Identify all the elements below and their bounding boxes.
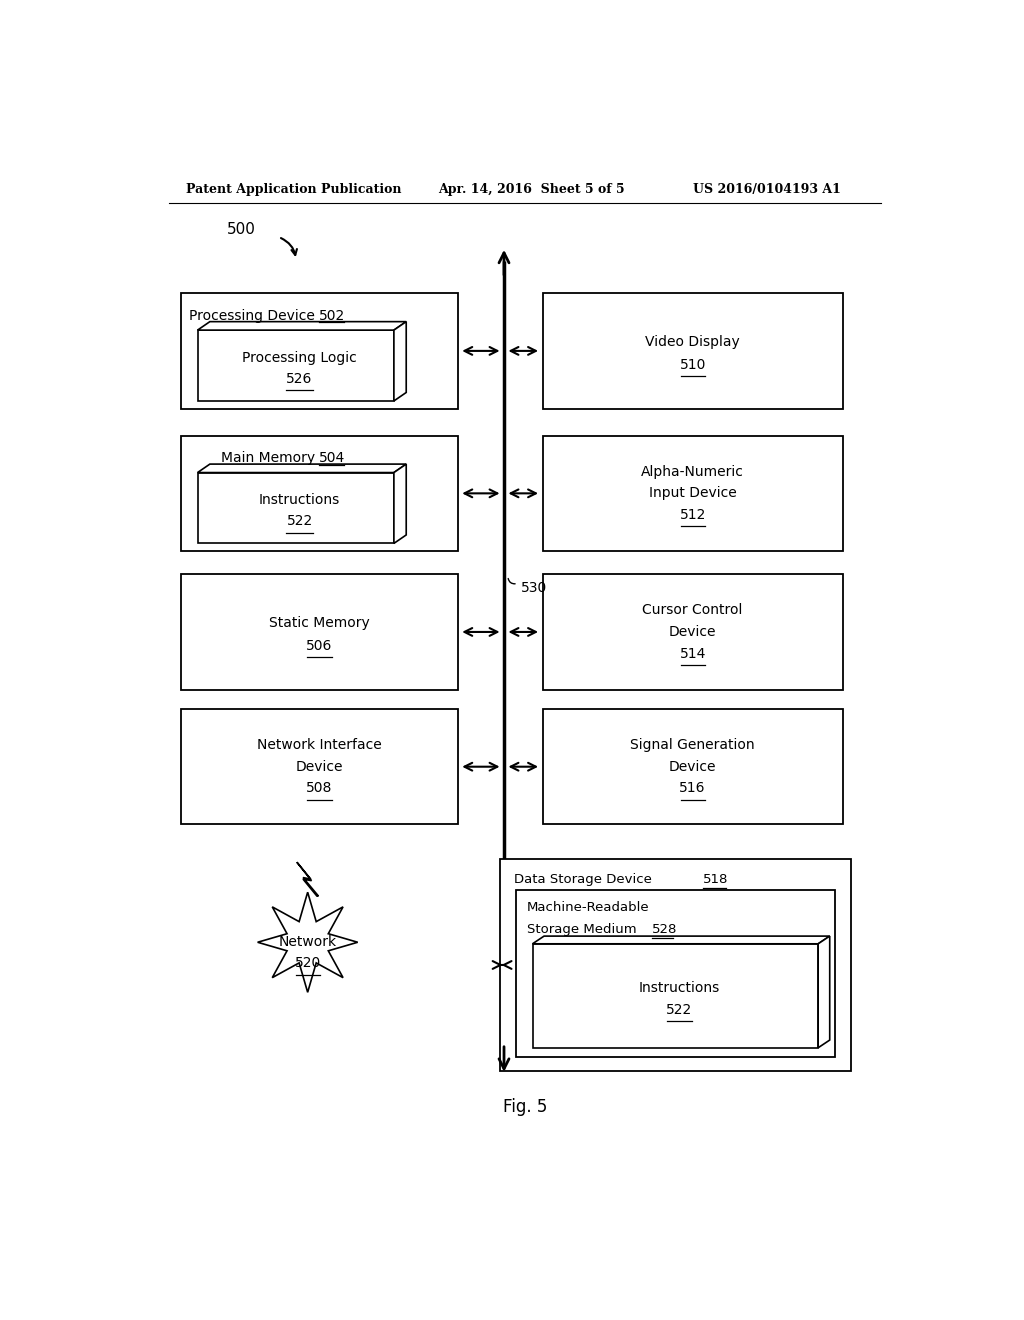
Text: 520: 520 (295, 956, 321, 970)
Text: 522: 522 (666, 1003, 692, 1016)
Bar (543, 293, 843, 409)
Text: 528: 528 (652, 923, 677, 936)
Text: 506: 506 (306, 639, 333, 653)
Text: 502: 502 (319, 309, 345, 322)
Text: Network: Network (279, 936, 337, 949)
Text: US 2016/0104193 A1: US 2016/0104193 A1 (692, 183, 841, 197)
Text: 522: 522 (287, 513, 312, 528)
Bar (532, 944, 818, 1048)
Polygon shape (394, 465, 407, 544)
Polygon shape (198, 465, 407, 473)
Text: Device: Device (669, 624, 717, 639)
Text: Static Memory: Static Memory (269, 615, 370, 630)
Text: 508: 508 (306, 781, 333, 795)
Text: Device: Device (296, 760, 343, 774)
Bar (180, 574, 458, 689)
Text: 518: 518 (702, 873, 728, 886)
Text: Patent Application Publication: Patent Application Publication (186, 183, 401, 197)
Bar (543, 574, 843, 689)
Polygon shape (532, 936, 829, 944)
Polygon shape (818, 936, 829, 1048)
Text: 500: 500 (226, 222, 256, 236)
Text: Processing Logic: Processing Logic (243, 351, 357, 364)
Polygon shape (198, 322, 407, 330)
Text: 516: 516 (679, 781, 706, 795)
Text: Device: Device (669, 760, 717, 774)
Bar (180, 436, 458, 552)
Polygon shape (394, 322, 407, 401)
Text: Cursor Control: Cursor Control (642, 603, 742, 618)
Polygon shape (258, 892, 357, 993)
Text: 526: 526 (287, 372, 312, 385)
Text: Instructions: Instructions (639, 981, 720, 995)
Text: Data Storage Device: Data Storage Device (514, 873, 656, 886)
Text: Apr. 14, 2016  Sheet 5 of 5: Apr. 14, 2016 Sheet 5 of 5 (438, 183, 626, 197)
Text: Machine-Readable: Machine-Readable (527, 902, 650, 915)
Bar (180, 709, 458, 825)
Text: 512: 512 (680, 508, 706, 521)
Text: Alpha-Numeric: Alpha-Numeric (641, 465, 744, 479)
Bar (543, 709, 843, 825)
Text: Network Interface: Network Interface (257, 738, 382, 752)
Text: Main Memory: Main Memory (221, 451, 319, 465)
Text: 514: 514 (680, 647, 706, 660)
Text: Instructions: Instructions (259, 494, 340, 507)
Text: Signal Generation: Signal Generation (631, 738, 755, 752)
Text: Video Display: Video Display (645, 335, 740, 348)
Bar (543, 436, 843, 552)
Text: 530: 530 (521, 581, 547, 595)
Text: 504: 504 (319, 451, 345, 465)
Text: Input Device: Input Device (649, 486, 736, 500)
Bar (500, 859, 851, 1071)
Text: 510: 510 (680, 358, 706, 372)
Bar (198, 330, 394, 401)
Text: Fig. 5: Fig. 5 (503, 1098, 547, 1115)
Bar (180, 293, 458, 409)
Bar (515, 890, 836, 1057)
Text: Storage Medium: Storage Medium (527, 923, 641, 936)
Text: Processing Device: Processing Device (189, 309, 319, 322)
Polygon shape (297, 862, 318, 896)
Bar (198, 473, 394, 544)
